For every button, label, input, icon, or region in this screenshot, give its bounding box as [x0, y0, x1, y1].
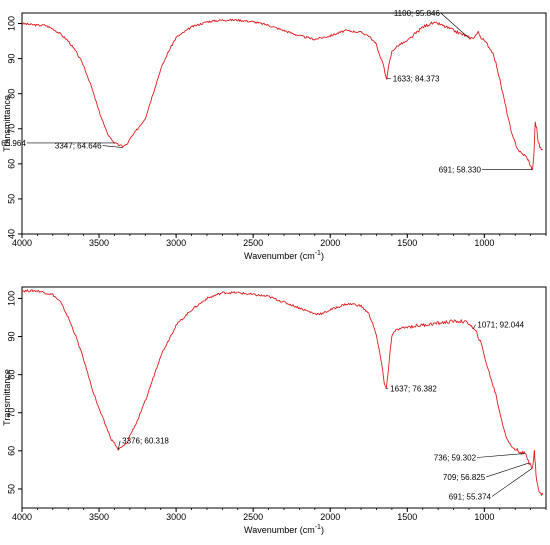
x-tick-label: 2000: [320, 512, 340, 522]
peak-annotation: 3347; 64.646: [55, 142, 102, 151]
annotation-leader: [117, 440, 121, 450]
y-tick-label: 100: [6, 16, 16, 31]
x-tick-label: 1500: [397, 512, 417, 522]
annotation-leader: [486, 462, 530, 478]
y-tick-label: 90: [6, 332, 16, 342]
y-tick-label: 60: [6, 446, 16, 456]
annotation-leader: [102, 145, 123, 148]
peak-annotation: 709; 56.825: [443, 473, 486, 482]
x-tick-label: 3500: [89, 512, 109, 522]
x-tick-label: 4000: [12, 238, 32, 248]
x-tick-label: 2500: [243, 238, 263, 248]
y-tick-label: 50: [6, 194, 16, 204]
peak-annotation: 1100; 95.846: [394, 9, 441, 18]
x-tick-label: 1000: [474, 512, 494, 522]
y-tick-label: 80: [6, 370, 16, 380]
y-axis-label: Transmittance: [2, 95, 12, 152]
x-tick-label: 1000: [474, 238, 494, 248]
y-tick-label: 90: [6, 54, 16, 64]
x-tick-label: 1500: [397, 238, 417, 248]
x-tick-label: 3000: [166, 512, 186, 522]
x-axis-label: Wavenumber (cm-1): [244, 524, 324, 535]
x-tick-label: 2500: [243, 512, 263, 522]
plot-frame: [21, 12, 547, 235]
y-tick-label: 80: [6, 89, 16, 99]
x-tick-label: 3500: [89, 238, 109, 248]
y-tick-label: 50: [6, 484, 16, 494]
y-axis-label: Transmittance: [2, 369, 12, 426]
annotation-leader: [440, 12, 470, 39]
x-tick-label: 4000: [12, 512, 32, 522]
x-axis-label: Wavenumber (cm-1): [244, 250, 324, 261]
y-tick-label: 40: [6, 229, 16, 239]
y-tick-label: 60: [6, 159, 16, 169]
x-tick-label: 3000: [166, 238, 186, 248]
annotation-leader: [477, 453, 526, 458]
peak-annotation: 736; 59.302: [434, 454, 477, 463]
annotation-leader: [491, 468, 533, 497]
chart-bottom: 4000 3500 3000 2500 2000 1500 1000 50 60 70 80 90 10…: [2, 286, 547, 535]
peak-annotation: 1637; 76.382: [390, 384, 437, 393]
y-tick-label: 70: [6, 408, 16, 418]
spectrum-line: [21, 289, 544, 496]
spectrum-line: [21, 18, 544, 171]
peak-annotation: 3398; 65.964: [0, 139, 26, 148]
y-tick-label: 100: [6, 291, 16, 306]
chart-top: 4000 3500 3000 2500 2000 1500 1000 40 50 60 70 80 90…: [0, 9, 547, 261]
x-tick-label: 2000: [320, 238, 340, 248]
peak-annotation: 1071; 92.044: [477, 321, 524, 330]
annotation-leader: [473, 324, 476, 329]
peak-annotation: 691; 55.374: [449, 492, 492, 501]
peak-annotation: 3376; 60.318: [122, 437, 169, 446]
peak-annotation: 691; 58.330: [439, 166, 482, 175]
y-tick-label: 70: [6, 124, 16, 134]
peak-annotation: 1633; 84.373: [393, 74, 440, 83]
